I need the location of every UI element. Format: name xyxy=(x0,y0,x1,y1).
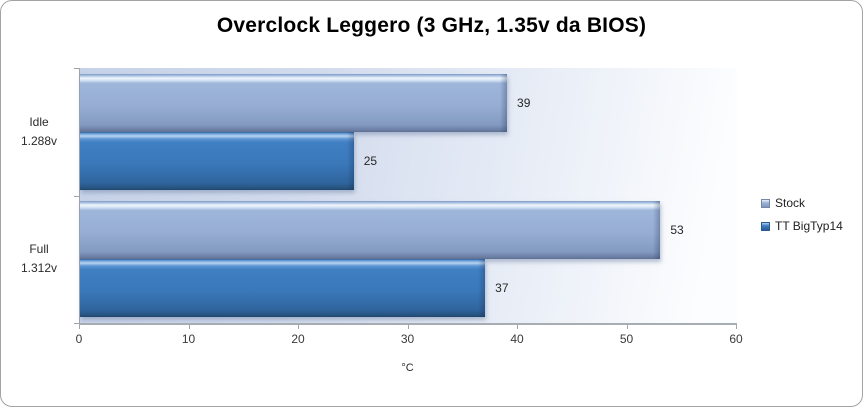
x-tick-label-50: 50 xyxy=(619,332,634,346)
x-tick-label-0: 0 xyxy=(75,332,83,346)
legend-label: TT BigTyp14 xyxy=(775,219,843,233)
y-axis-tick xyxy=(74,323,79,324)
x-axis-title: °C xyxy=(401,362,414,374)
x-axis-tick xyxy=(298,325,299,329)
bar-stock-full xyxy=(80,201,661,259)
legend-label: Stock xyxy=(775,196,806,210)
legend-item-tt-bigtyp14: TT BigTyp14 xyxy=(761,219,843,233)
bar-tt-bigtyp14-idle xyxy=(80,131,354,190)
x-tick-label-60: 60 xyxy=(729,332,743,346)
data-label-stock-idle: 39 xyxy=(517,95,531,110)
x-axis-tick xyxy=(517,325,518,329)
plot-area: 39 25 53 37 xyxy=(79,68,737,325)
y-axis-tick xyxy=(74,195,79,197)
data-label-tt-bigtyp14-full: 37 xyxy=(495,281,509,295)
x-axis-tick xyxy=(407,325,409,329)
category-label-full: Full 1.312v xyxy=(20,242,58,276)
y-axis-tick xyxy=(74,68,79,69)
bar-stock-idle xyxy=(80,73,508,132)
x-tick-label-30: 30 xyxy=(400,332,415,346)
x-axis-tick xyxy=(188,325,190,329)
data-label-stock-full: 53 xyxy=(670,223,684,237)
legend-marker-icon xyxy=(761,221,770,231)
category-label-idle: Idle 1.288v xyxy=(20,114,58,148)
x-axis-tick xyxy=(626,325,628,329)
x-tick-label-20: 20 xyxy=(291,332,305,346)
x-axis-tick xyxy=(79,325,80,329)
x-tick-label-10: 10 xyxy=(181,332,196,346)
legend-item-stock: Stock xyxy=(761,196,843,210)
legend-marker-icon xyxy=(761,198,770,208)
x-axis-tick xyxy=(736,325,737,329)
x-tick-label-40: 40 xyxy=(510,332,524,346)
chart-title: Overclock Leggero (3 GHz, 1.35v da BIOS) xyxy=(216,14,647,37)
data-label-tt-bigtyp14-idle: 25 xyxy=(363,153,378,168)
legend: Stock TT BigTyp14 xyxy=(761,196,843,233)
bar-tt-bigtyp14-full xyxy=(80,259,486,317)
